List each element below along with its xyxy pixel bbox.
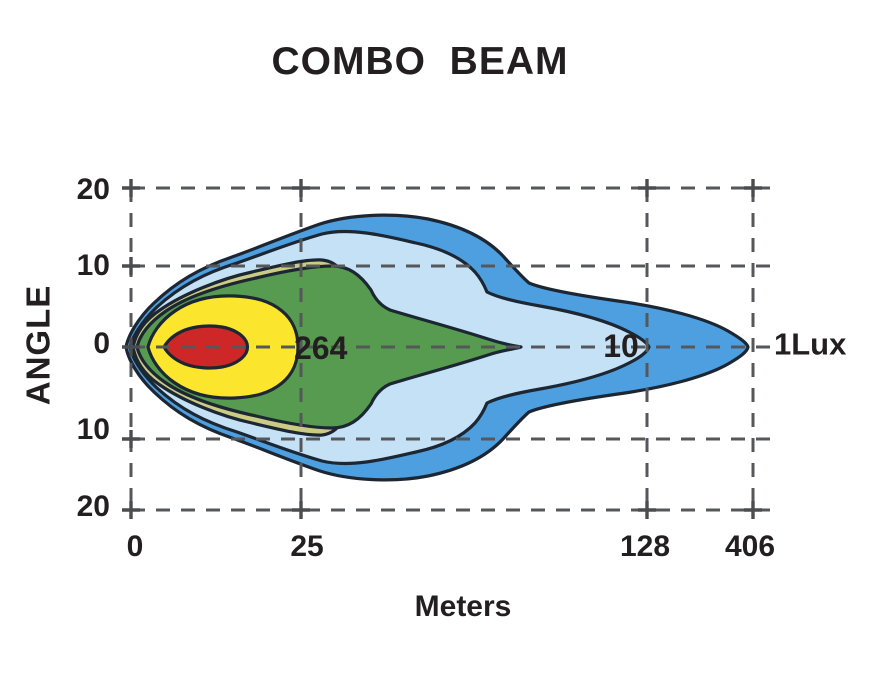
x-tick-0: 0 xyxy=(126,530,144,563)
y-tick-20-bottom: 20 xyxy=(76,490,110,523)
y-tick-20-top: 20 xyxy=(76,173,110,206)
annotation-264lux: 264 xyxy=(294,330,348,366)
annotation-1lux: 1Lux xyxy=(774,326,847,362)
grid-cross-ticks xyxy=(122,179,762,519)
y-tick-0: 0 xyxy=(93,327,110,360)
x-axis-label: Meters xyxy=(414,590,512,623)
x-tick-128: 128 xyxy=(619,530,671,563)
y-tick-10-bottom: 10 xyxy=(76,413,110,446)
x-tick-406: 406 xyxy=(724,530,776,563)
y-tick-10-top: 10 xyxy=(76,249,110,282)
chart-title: COMBO BEAM xyxy=(271,40,569,83)
annotation-10lux: 10 xyxy=(603,328,639,364)
x-tick-25: 25 xyxy=(290,530,324,563)
beam-contour-red xyxy=(162,324,250,370)
